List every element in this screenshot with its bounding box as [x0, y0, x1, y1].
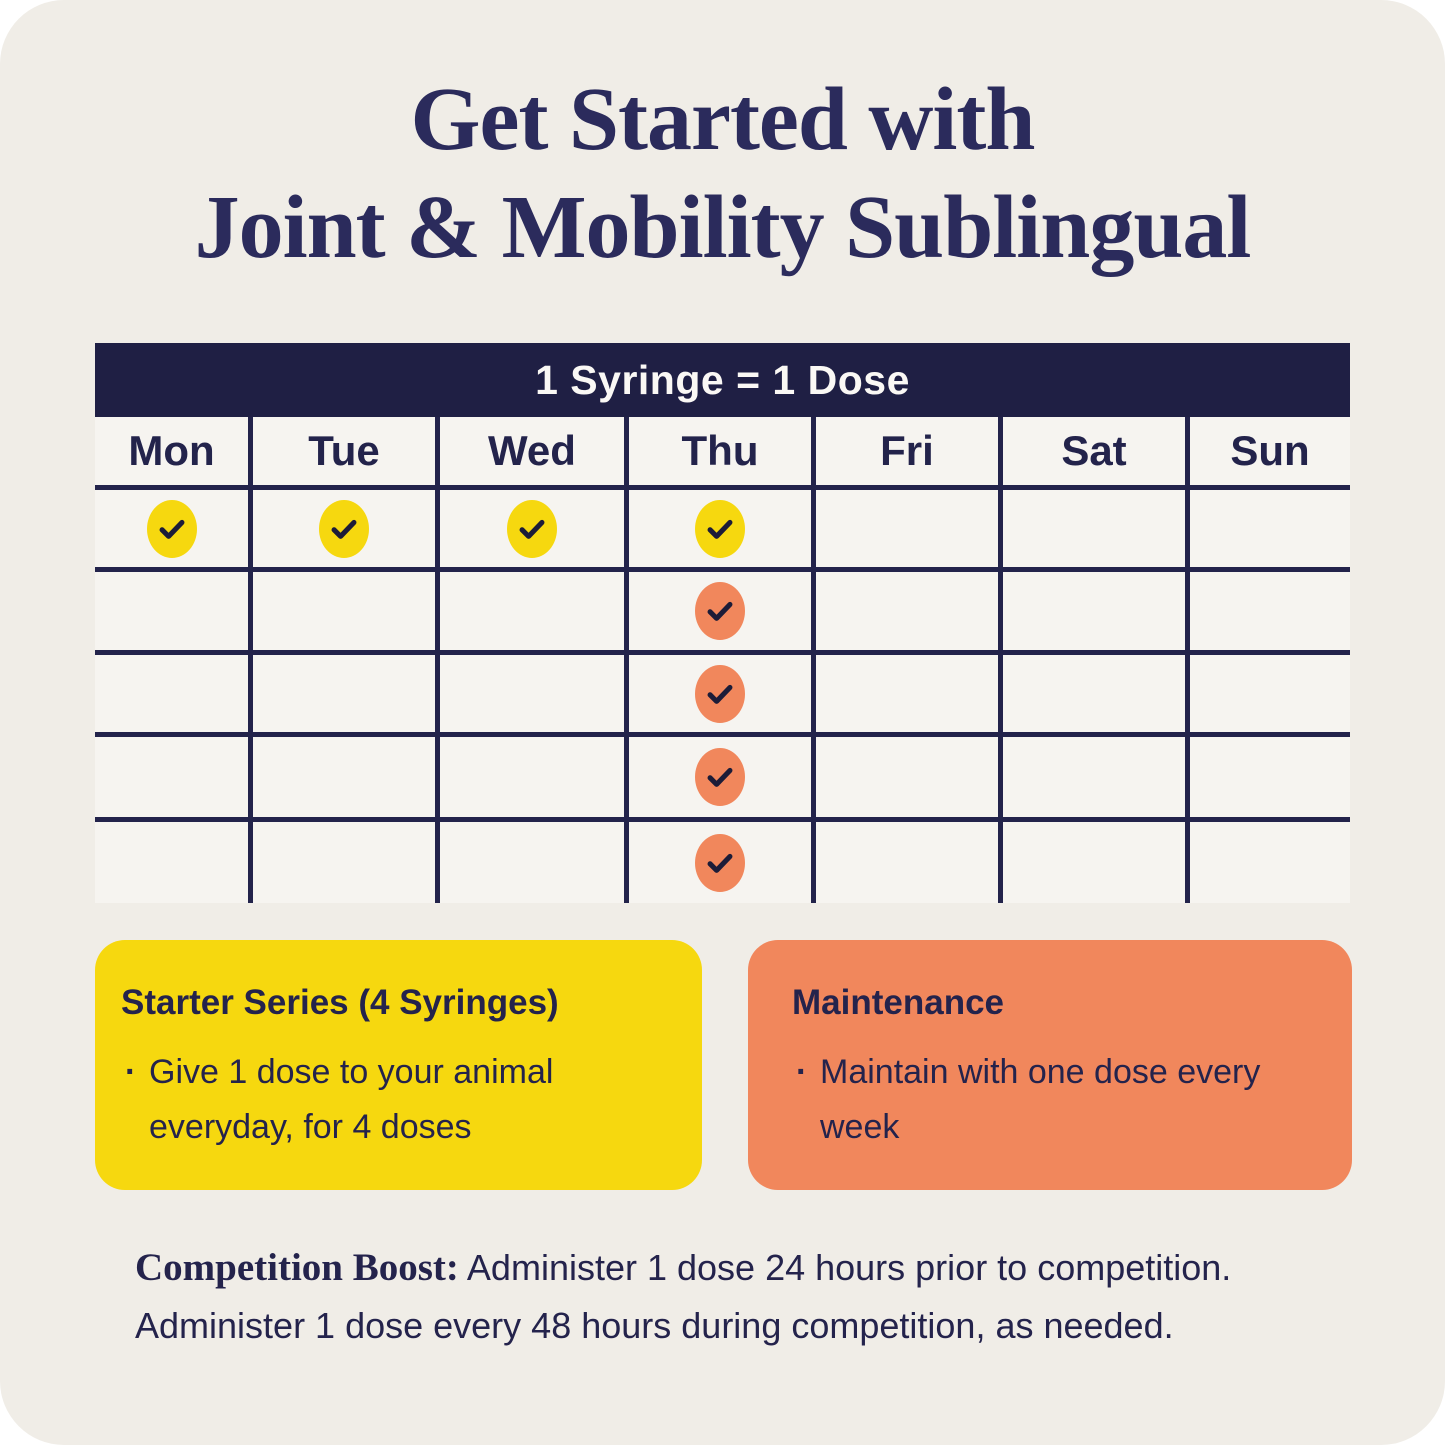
schedule-cell-thu-week5: [624, 822, 811, 903]
schedule-cell-sat-week2: [998, 572, 1185, 655]
schedule-cell-mon-week1: [95, 490, 248, 572]
page-title-line2: Joint & Mobility Sublingual: [194, 178, 1252, 277]
schedule-cell-sun-week1: [1185, 490, 1350, 572]
checkmark-icon: [695, 748, 745, 806]
schedule-cell-tue-week3: [248, 655, 435, 737]
checkmark-icon: [146, 499, 197, 558]
schedule-cell-wed-week1: [435, 490, 624, 572]
day-header-wed: Wed: [435, 417, 624, 490]
schedule-cell-sun-week4: [1185, 737, 1350, 822]
competition-boost-label: Competition Boost:: [135, 1246, 459, 1289]
schedule-cell-mon-week3: [95, 655, 248, 737]
starter-series-list: Give 1 dose to your animal everyday, for…: [121, 1045, 682, 1155]
schedule-cell-sun-week5: [1185, 822, 1350, 903]
schedule-cell-tue-week5: [248, 822, 435, 903]
day-header-sat: Sat: [998, 417, 1185, 490]
schedule-cell-fri-week1: [811, 490, 998, 572]
checkmark-icon: [695, 833, 745, 892]
weekly-schedule-table: Mon Tue Wed Thu Fri Sat Sun: [95, 417, 1350, 903]
competition-boost-note: Competition Boost: Administer 1 dose 24 …: [135, 1238, 1295, 1353]
checkmark-icon: [695, 664, 745, 723]
schedule-cell-thu-week4: [624, 737, 811, 822]
schedule-cell-mon-week4: [95, 737, 248, 822]
checkmark-icon: [507, 499, 557, 558]
schedule-cell-fri-week4: [811, 737, 998, 822]
schedule-cell-fri-week5: [811, 822, 998, 903]
starter-series-heading: Starter Series (4 Syringes): [121, 983, 559, 1022]
schedule-cell-tue-week1: [248, 490, 435, 572]
maintenance-box: Maintenance Maintain with one dose every…: [748, 940, 1352, 1190]
page-title-line1: Get Started with: [410, 70, 1036, 169]
schedule-cell-fri-week3: [811, 655, 998, 737]
starter-series-box: Starter Series (4 Syringes) Give 1 dose …: [95, 940, 702, 1190]
schedule-cell-thu-week2: [624, 572, 811, 655]
checkmark-icon: [319, 499, 369, 558]
maintenance-bullet: Maintain with one dose every week: [792, 1045, 1295, 1155]
schedule-cell-sun-week3: [1185, 655, 1350, 737]
dose-banner: 1 Syringe = 1 Dose: [95, 343, 1350, 417]
competition-boost-text: Administer 1 dose 24 hours prior to comp…: [135, 1247, 1232, 1347]
schedule-cell-mon-week2: [95, 572, 248, 655]
schedule-cell-thu-week1: [624, 490, 811, 572]
day-header-thu: Thu: [624, 417, 811, 490]
schedule-cell-wed-week4: [435, 737, 624, 822]
dose-banner-label: 1 Syringe = 1 Dose: [535, 356, 910, 403]
maintenance-list: Maintain with one dose every week: [792, 1045, 1332, 1155]
schedule-cell-sat-week3: [998, 655, 1185, 737]
schedule-cell-wed-week2: [435, 572, 624, 655]
schedule-cell-sat-week1: [998, 490, 1185, 572]
schedule-cell-sat-week5: [998, 822, 1185, 903]
schedule-cell-tue-week4: [248, 737, 435, 822]
checkmark-icon: [695, 582, 745, 640]
day-header-fri: Fri: [811, 417, 998, 490]
schedule-cell-wed-week3: [435, 655, 624, 737]
schedule-cell-thu-week3: [624, 655, 811, 737]
day-header-tue: Tue: [248, 417, 435, 490]
schedule-cell-wed-week5: [435, 822, 624, 903]
schedule-cell-mon-week5: [95, 822, 248, 903]
checkmark-icon: [695, 499, 745, 558]
page-title: Get Started with Joint & Mobility Sublin…: [0, 66, 1445, 282]
day-header-mon: Mon: [95, 417, 248, 490]
starter-series-bullet: Give 1 dose to your animal everyday, for…: [121, 1045, 654, 1155]
schedule-cell-sat-week4: [998, 737, 1185, 822]
schedule-cell-tue-week2: [248, 572, 435, 655]
schedule-cell-sun-week2: [1185, 572, 1350, 655]
day-header-sun: Sun: [1185, 417, 1350, 490]
schedule-cell-fri-week2: [811, 572, 998, 655]
maintenance-heading: Maintenance: [792, 983, 1004, 1022]
